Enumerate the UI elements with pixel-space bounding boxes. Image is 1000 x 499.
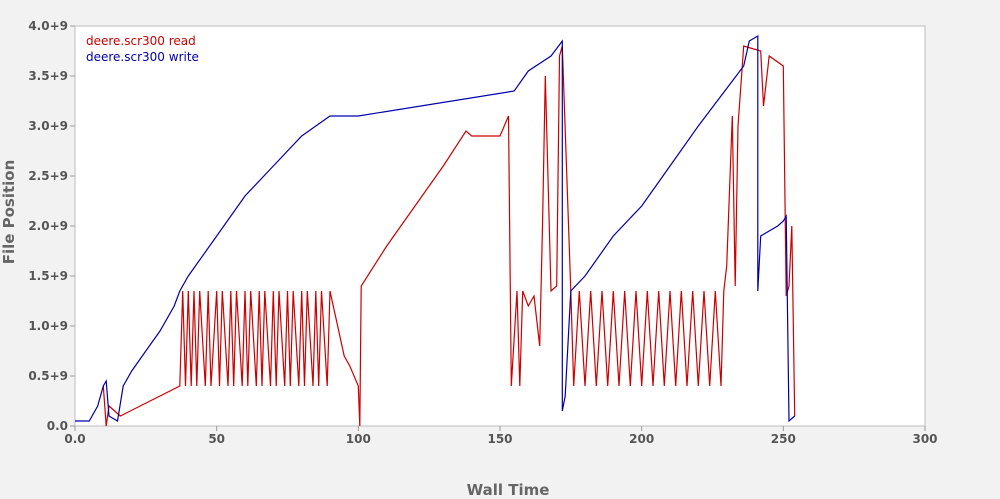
y-tick-label: 3.5+9 <box>28 69 68 83</box>
x-tick-label: 150 <box>487 432 512 446</box>
y-tick-label: 0.0 <box>47 419 68 433</box>
y-tick-label: 3.0+9 <box>28 119 68 133</box>
x-tick-label: 300 <box>912 432 937 446</box>
y-tick-label: 4.0+9 <box>28 19 68 33</box>
x-tick-label: 100 <box>346 432 371 446</box>
series-line-write <box>75 34 796 423</box>
x-tick-label: 200 <box>629 432 654 446</box>
y-axis-title: File Position <box>0 160 18 265</box>
x-axis-title: Wall Time <box>467 481 550 499</box>
y-tick-label: 1.0+9 <box>28 319 68 333</box>
legend-entry-read: deere.scr300 read <box>86 34 196 48</box>
y-tick-label: 0.5+9 <box>28 369 68 383</box>
series-line-read <box>102 45 796 427</box>
y-tick-label: 1.5+9 <box>28 269 68 283</box>
legend-entry-write: deere.scr300 write <box>86 50 199 64</box>
y-tick-label: 2.5+9 <box>28 169 68 183</box>
x-axis-ticks: 0.0 50 100 150 200 250 300 <box>64 426 938 446</box>
series-layer <box>75 34 796 427</box>
legend: deere.scr300 read deere.scr300 write <box>86 34 199 64</box>
x-tick-label: 250 <box>771 432 796 446</box>
x-tick-label: 50 <box>208 432 225 446</box>
x-tick-label: 0.0 <box>64 432 85 446</box>
y-axis-ticks: 0.0 0.5+9 1.0+9 1.5+9 2.0+9 2.5+9 3.0+9 3.5+9 4.… <box>28 19 75 433</box>
plot-area <box>74 25 926 427</box>
y-tick-label: 2.0+9 <box>28 219 68 233</box>
